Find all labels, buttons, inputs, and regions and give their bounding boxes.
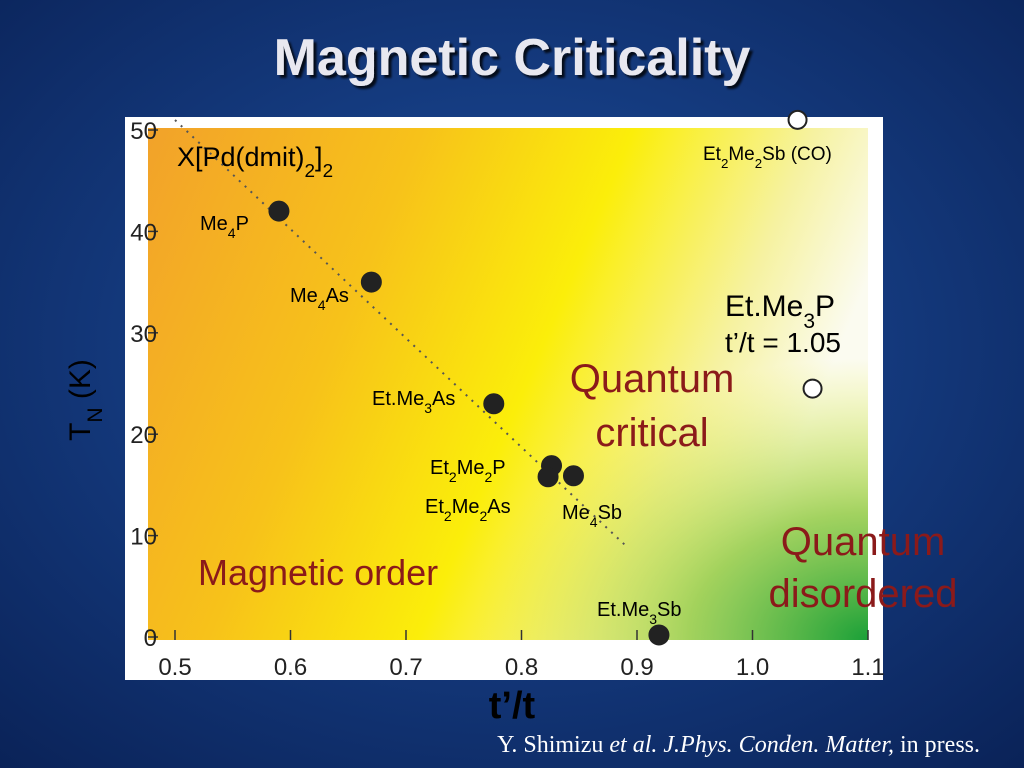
- text-run: As: [487, 496, 510, 518]
- data-point: [648, 624, 670, 646]
- x-tick-label: 0.6: [274, 654, 307, 681]
- plot-area-green: [148, 128, 868, 640]
- y-tick-label: 30: [130, 321, 157, 348]
- text-run: (K): [64, 359, 97, 407]
- region-label: Quantum: [570, 357, 735, 401]
- text-run: Me: [728, 144, 754, 165]
- subscript: 2: [305, 161, 316, 182]
- data-point: [483, 393, 505, 415]
- data-point: [562, 465, 584, 487]
- subscript: 4: [590, 514, 598, 530]
- region-label: critical: [595, 411, 708, 455]
- text-run: Et: [703, 144, 722, 165]
- text-run: P: [236, 213, 249, 235]
- subscript: N: [84, 407, 107, 422]
- point-label: Et.Me3P: [725, 290, 835, 333]
- text-run: Et: [425, 496, 444, 518]
- subscript: 3: [649, 611, 657, 627]
- subscript: 4: [318, 297, 326, 313]
- text-run: Me: [452, 496, 480, 518]
- citation: Y. Shimizu et al. J.Phys. Conden. Matter…: [497, 732, 980, 758]
- family-label: X[Pd(dmit)2]2: [177, 142, 333, 182]
- text-run: Sb: [598, 502, 622, 524]
- citation-authors: Y. Shimizu: [497, 732, 603, 758]
- region-label: Quantum: [781, 520, 946, 564]
- data-point-open: [787, 109, 808, 130]
- text-run: Et.Me: [372, 388, 424, 410]
- region-label: Magnetic order: [198, 552, 438, 593]
- y-tick-label: 0: [144, 625, 157, 652]
- point-label: Et2Me2As: [425, 496, 511, 524]
- text-run: As: [432, 388, 455, 410]
- text-run: Sb: [657, 599, 681, 621]
- subscript: 2: [721, 156, 728, 171]
- point-label: Et.Me3Sb: [597, 599, 682, 627]
- slide-title: Magnetic Criticality: [274, 29, 751, 87]
- text-run: Me: [562, 502, 590, 524]
- subscript: 2: [480, 508, 488, 524]
- citation-etal: et al.: [609, 732, 657, 758]
- text-run: Et: [430, 457, 449, 479]
- subscript: 2: [755, 156, 762, 171]
- data-point: [268, 200, 290, 222]
- x-tick-label: 0.5: [158, 654, 191, 681]
- data-point: [537, 466, 559, 488]
- text-run: Me: [457, 457, 485, 479]
- x-tick-label: 1.1: [851, 654, 884, 681]
- point-label: Me4Sb: [562, 502, 622, 530]
- y-axis-label: TN (K): [64, 359, 107, 441]
- point-label: Et2Me2P: [430, 457, 506, 485]
- text-run: Sb (CO): [762, 144, 832, 165]
- text-run: Me: [200, 213, 228, 235]
- subscript: 2: [485, 469, 493, 485]
- y-tick-label: 40: [130, 219, 157, 246]
- point-label: Me4As: [290, 285, 349, 313]
- y-tick-label: 50: [130, 118, 157, 145]
- x-axis-label: t’/t: [489, 685, 536, 727]
- text-run: T: [64, 423, 97, 441]
- subscript: 3: [424, 400, 432, 416]
- text-run: P: [815, 290, 835, 323]
- x-tick-label: 0.8: [505, 654, 538, 681]
- text-run: As: [326, 285, 349, 307]
- citation-status: in press.: [900, 732, 980, 758]
- region-label: disordered: [768, 572, 957, 616]
- point-label: Et.Me3As: [372, 388, 455, 416]
- subscript: 2: [444, 508, 452, 524]
- subscript: 4: [228, 225, 236, 241]
- text-run: Et.Me: [597, 599, 649, 621]
- text-run: P: [492, 457, 505, 479]
- y-tick-label: 10: [130, 524, 157, 551]
- citation-journal: J.Phys. Conden. Matter,: [663, 732, 894, 758]
- subscript: 2: [323, 161, 334, 182]
- text-run: X[Pd(dmit): [177, 142, 305, 172]
- text-run: Et.Me: [725, 290, 803, 323]
- x-tick-label: 1.0: [736, 654, 769, 681]
- point-label: Me4P: [200, 213, 249, 241]
- x-tick-label: 0.9: [620, 654, 653, 681]
- subscript: 3: [803, 310, 815, 333]
- text-run: ]: [315, 142, 323, 172]
- subscript: 2: [449, 469, 457, 485]
- text-run: Me: [290, 285, 318, 307]
- data-point-open: [802, 378, 823, 399]
- y-tick-label: 20: [130, 422, 157, 449]
- ratio-annotation: t’/t = 1.05: [725, 327, 841, 358]
- x-tick-label: 0.7: [389, 654, 422, 681]
- data-point: [360, 271, 382, 293]
- point-label: Et2Me2Sb (CO): [703, 144, 832, 171]
